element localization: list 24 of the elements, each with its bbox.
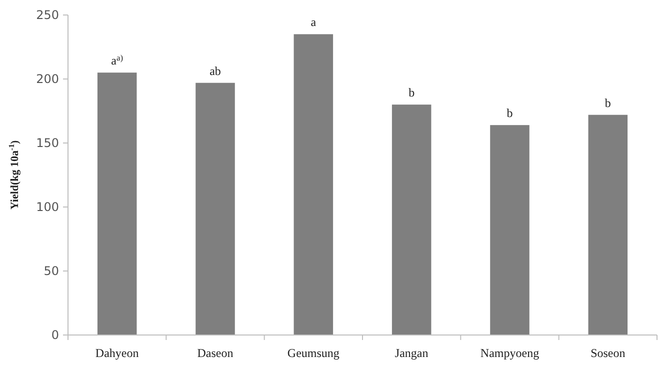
annotation: b bbox=[604, 96, 611, 110]
bar bbox=[392, 104, 432, 335]
x-tick-label: Dahyeon bbox=[95, 346, 139, 360]
y-tick-label: 150 bbox=[36, 136, 59, 150]
annotation: b bbox=[506, 106, 513, 120]
x-tick-label: Nampyoeng bbox=[480, 346, 540, 360]
bar bbox=[294, 34, 334, 335]
x-tick-label: Daseon bbox=[197, 346, 234, 360]
annotation: a$^{a)}$ bbox=[111, 53, 124, 68]
bar bbox=[588, 114, 628, 335]
bar bbox=[196, 82, 235, 335]
y-tick-label: 250 bbox=[36, 8, 59, 22]
x-tick-label: Soseon bbox=[590, 346, 626, 360]
annotation: a bbox=[310, 15, 317, 30]
y-tick-label: 100 bbox=[36, 200, 59, 214]
annotation: b bbox=[408, 86, 415, 100]
y-tick-label: 200 bbox=[36, 72, 59, 86]
annotation: ab bbox=[210, 64, 221, 78]
bar bbox=[97, 72, 137, 335]
x-tick-label: Geumsung bbox=[287, 346, 340, 360]
x-tick-label: Jangan bbox=[394, 346, 428, 360]
bar bbox=[490, 125, 530, 335]
y-tick-label: 0 bbox=[51, 328, 59, 342]
y-tick-label: 50 bbox=[44, 264, 59, 278]
